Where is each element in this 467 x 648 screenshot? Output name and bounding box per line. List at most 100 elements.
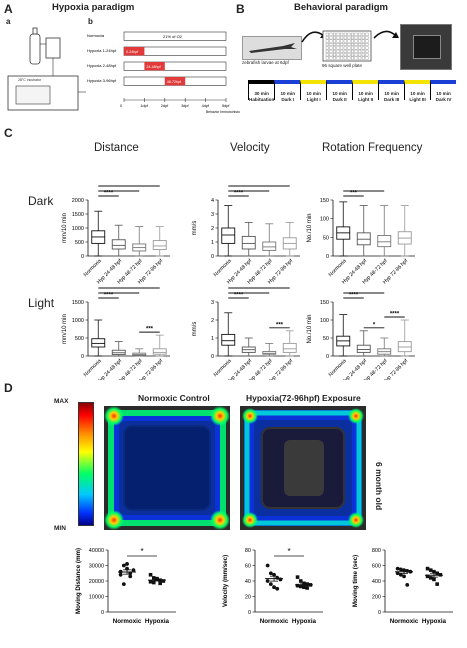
well xyxy=(343,43,347,46)
timeline-segment: 10 min Light II xyxy=(352,80,379,102)
y-tick-label: 40000 xyxy=(89,548,104,554)
hypoxia-window-label: 0-24hpf xyxy=(126,50,138,54)
well xyxy=(347,49,351,53)
well xyxy=(325,56,329,60)
data-point xyxy=(131,568,136,573)
timeline-bar: 30 min Habituation 10 min Dark I 10 min Li… xyxy=(248,80,457,102)
well xyxy=(329,39,333,43)
well xyxy=(351,32,354,36)
data-point xyxy=(268,582,273,586)
y-axis-label: No./10 min xyxy=(307,314,313,343)
hypoxia-setup-diagram: 28°C incubator Normoxia 21% of O2 Hypoxia … xyxy=(7,27,240,114)
significance-label: **** xyxy=(349,293,359,299)
significance-label: **** xyxy=(390,312,400,318)
timeline-segment: 10 min Light III xyxy=(404,80,431,102)
well xyxy=(351,49,354,53)
y-tick-label: 0 xyxy=(248,610,251,616)
data-point xyxy=(151,580,156,585)
well xyxy=(325,32,329,36)
y-tick-label: 30000 xyxy=(89,564,104,570)
data-point xyxy=(121,582,126,586)
well xyxy=(343,49,347,53)
data-point xyxy=(151,576,156,580)
bottom-note: Behavior Immunohistochemistry xyxy=(206,110,240,114)
category-label: Normoxic xyxy=(113,618,142,625)
well xyxy=(329,43,333,46)
panel-a-sub-b: b xyxy=(88,17,93,26)
axis-tick-label: 5dpf xyxy=(222,104,230,108)
well xyxy=(340,39,344,43)
scatter-chart: 0 20 40 60 80 Velocity (mm/sec) Normoxic Hypoxi… xyxy=(222,547,323,625)
well xyxy=(340,49,344,53)
y-tick-label: 0 xyxy=(211,254,214,260)
well xyxy=(358,46,362,50)
well xyxy=(325,46,329,50)
y-tick-label: 0 xyxy=(211,354,214,360)
controller-icon xyxy=(45,37,61,59)
category-label: Normoxia xyxy=(213,258,233,278)
y-tick-label: 100 xyxy=(320,217,329,223)
y-tick-label: 4 xyxy=(211,198,214,204)
box xyxy=(111,239,126,250)
y-tick-label: 60 xyxy=(245,564,251,570)
row-label-dark: Dark xyxy=(28,194,54,208)
well xyxy=(365,43,369,46)
data-point xyxy=(155,576,159,581)
data-point xyxy=(432,569,436,574)
data-point xyxy=(272,585,276,590)
y-tick-label: 3 xyxy=(211,212,214,218)
y-tick-label: 0 xyxy=(378,610,381,616)
incubator-label: 28°C incubator xyxy=(18,78,42,82)
group-label: Hypoxia 3-96hpf xyxy=(87,78,117,83)
data-point xyxy=(298,584,303,589)
y-tick-label: 2000 xyxy=(72,198,84,204)
y-tick-label: 20 xyxy=(245,595,251,601)
well xyxy=(329,53,333,57)
well xyxy=(325,43,329,46)
heatmap-hypoxia xyxy=(240,406,366,530)
y-tick-label: 1500 xyxy=(72,212,84,218)
col-title-velocity: Velocity xyxy=(230,142,270,154)
significance-label: *** xyxy=(350,191,358,197)
y-tick-label: 0 xyxy=(81,354,84,360)
significance-label: **** xyxy=(234,191,244,197)
data-point xyxy=(425,566,430,571)
category-label: Normoxic xyxy=(390,618,419,625)
well xyxy=(343,36,347,40)
y-tick-label: 100 xyxy=(320,318,329,324)
chamber-icon xyxy=(15,85,51,105)
panel-a-label: A xyxy=(4,2,13,16)
data-point xyxy=(425,574,430,579)
well xyxy=(354,49,358,53)
well xyxy=(336,36,340,40)
y-tick-label: 0 xyxy=(101,610,104,616)
timeline-segment: 30 min Habituation xyxy=(248,80,274,102)
well xyxy=(361,32,365,36)
well xyxy=(336,56,340,60)
data-point xyxy=(298,579,303,583)
y-tick-label: 0 xyxy=(326,354,329,360)
well xyxy=(365,36,369,40)
well xyxy=(351,39,354,43)
data-point xyxy=(395,566,400,571)
box xyxy=(221,227,236,244)
well xyxy=(354,32,358,36)
well xyxy=(351,46,354,50)
group-bar xyxy=(123,61,227,71)
well xyxy=(329,49,333,53)
row-label-light: Light xyxy=(28,296,55,310)
data-point xyxy=(302,585,306,589)
significance-label: * xyxy=(140,547,143,556)
timeline-segment: 10 min Dark II xyxy=(326,80,353,102)
box xyxy=(262,241,277,251)
well xyxy=(361,49,365,53)
well xyxy=(351,53,354,57)
y-tick-label: 80 xyxy=(245,548,251,554)
category-label: Normoxia xyxy=(83,258,103,278)
well xyxy=(340,53,344,57)
timeline-segment: 10 min Dark IV xyxy=(430,80,457,102)
well xyxy=(354,36,358,40)
